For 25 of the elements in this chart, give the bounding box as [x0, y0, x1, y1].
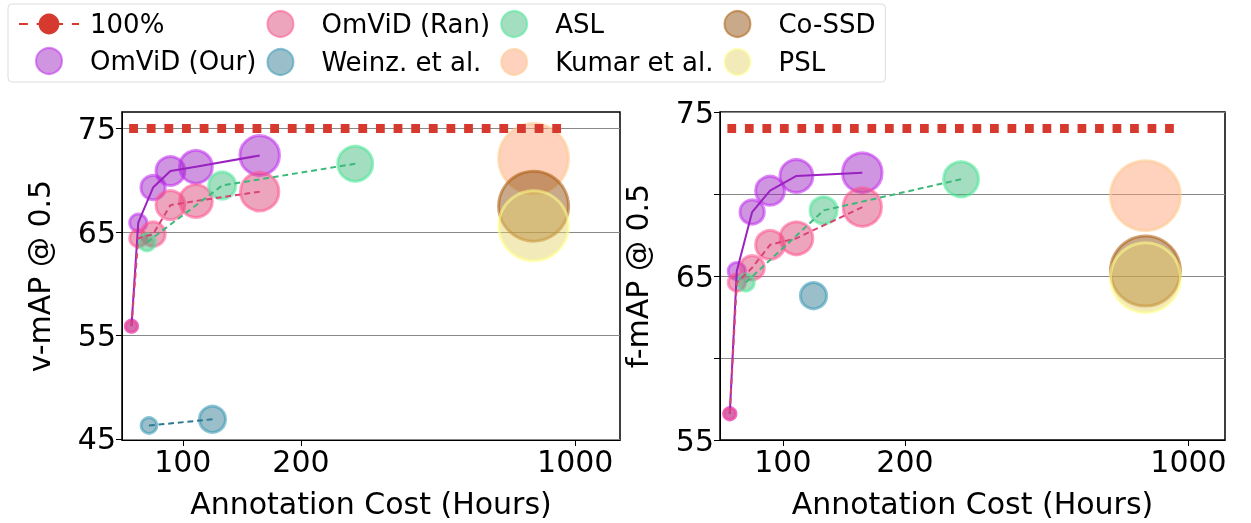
legend-label: Kumar et al.: [555, 47, 714, 77]
legend-label: Co-SSD: [778, 9, 876, 39]
x-tick-label: 100: [754, 443, 812, 479]
y-tick-label: 45: [77, 421, 116, 457]
y-axis-title: f-mAP @ 0.5: [619, 183, 655, 369]
y-axis-title: v-mAP @ 0.5: [21, 179, 57, 373]
legend-label: Weinz. et al.: [321, 47, 482, 77]
y-tick-label: 65: [77, 214, 116, 250]
x-axis-title: Annotation Cost (Hours): [190, 485, 552, 521]
y-tick-label: 75: [675, 94, 714, 130]
legend-label: OmViD (Ran): [321, 9, 491, 39]
y-tick-label: 55: [77, 318, 116, 353]
y-tick-label: 65: [675, 258, 714, 294]
x-axis-title: Annotation Cost (Hours): [791, 485, 1154, 521]
x-tick-label: 200: [876, 443, 934, 479]
x-tick-label: 1000: [537, 443, 614, 479]
legend-label: OmViD (Our): [90, 46, 257, 76]
y-tick-label: 75: [77, 111, 116, 147]
y-tick-label: 55: [675, 422, 714, 458]
x-tick-label: 1000: [1150, 443, 1227, 479]
x-tick-label: 200: [272, 443, 330, 479]
legend-label: 100%: [90, 9, 165, 39]
x-tick-label: 100: [154, 443, 212, 479]
legend-label: ASL: [555, 9, 605, 39]
legend-label: PSL: [778, 47, 826, 77]
